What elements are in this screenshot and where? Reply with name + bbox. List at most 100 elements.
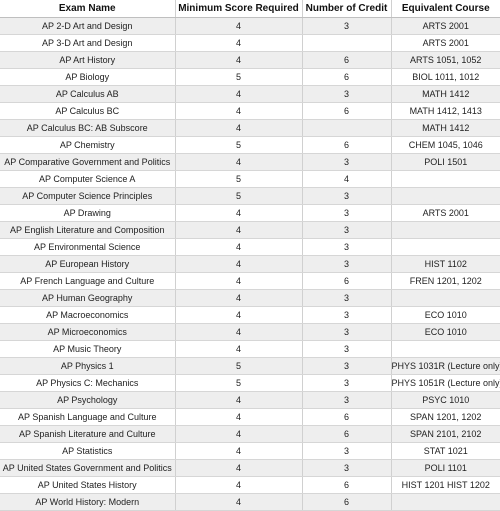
exam-name-cell: AP Comparative Government and Politics <box>0 153 176 171</box>
equivalent-course-cell: PHYS 1031R (Lecture only) <box>391 357 500 375</box>
minimum-score-cell: 4 <box>175 204 303 222</box>
credit-cell: 3 <box>302 306 392 324</box>
equivalent-course-cell: SPAN 2101, 2102 <box>391 425 500 443</box>
equivalent-course-cell <box>391 187 500 205</box>
exam-name-cell: AP Art History <box>0 51 176 69</box>
exam-name-cell: AP Physics C: Mechanics <box>0 374 176 392</box>
header-equivalent-course: Equivalent Course <box>391 0 500 18</box>
exam-name-cell: AP Physics 1 <box>0 357 176 375</box>
table-row: AP Comparative Government and Politics 4 3… <box>0 153 500 171</box>
table-row: AP Psychology 4 3 PSYC 1010 <box>0 391 500 409</box>
equivalent-course-cell <box>391 238 500 256</box>
equivalent-course-cell <box>391 340 500 358</box>
credit-cell <box>302 34 392 52</box>
minimum-score-cell: 4 <box>175 272 303 290</box>
minimum-score-cell: 4 <box>175 459 303 477</box>
exam-name-cell: AP Calculus BC: AB Subscore <box>0 119 176 137</box>
table-row: AP 3-D Art and Design 4 ARTS 2001 <box>0 34 500 52</box>
equivalent-course-cell: CHEM 1045, 1046 <box>391 136 500 154</box>
header-row: Exam Name Minimum Score Required Number … <box>0 0 500 18</box>
table-row: AP Calculus AB 4 3 MATH 1412 <box>0 85 500 103</box>
minimum-score-cell: 4 <box>175 255 303 273</box>
exam-name-cell: AP Calculus AB <box>0 85 176 103</box>
header-minimum-score: Minimum Score Required <box>175 0 303 18</box>
table-row: AP Statistics 4 3 STAT 1021 <box>0 442 500 460</box>
table-row: AP Human Geography 4 3 <box>0 289 500 307</box>
table-row: AP English Literature and Composition 4 3 <box>0 221 500 239</box>
credit-cell <box>302 119 392 137</box>
credit-cell: 6 <box>302 136 392 154</box>
exam-name-cell: AP Microeconomics <box>0 323 176 341</box>
exam-name-cell: AP Spanish Literature and Culture <box>0 425 176 443</box>
table-row: AP Physics 1 5 3 PHYS 1031R (Lecture only) <box>0 357 500 375</box>
table-body: AP 2-D Art and Design 4 3 ARTS 2001 AP 3-D A… <box>0 17 500 511</box>
table-row: AP Environmental Science 4 3 <box>0 238 500 256</box>
minimum-score-cell: 4 <box>175 85 303 103</box>
equivalent-course-cell: ARTS 2001 <box>391 204 500 222</box>
table-row: AP Macroeconomics 4 3 ECO 1010 <box>0 306 500 324</box>
minimum-score-cell: 4 <box>175 17 303 35</box>
minimum-score-cell: 4 <box>175 102 303 120</box>
table-row: AP Music Theory 4 3 <box>0 340 500 358</box>
credit-cell: 3 <box>302 85 392 103</box>
credit-cell: 6 <box>302 272 392 290</box>
equivalent-course-cell: STAT 1021 <box>391 442 500 460</box>
table-row: AP Art History 4 6 ARTS 1051, 1052 <box>0 51 500 69</box>
header-number-of-credit: Number of Credit <box>302 0 392 18</box>
equivalent-course-cell: PSYC 1010 <box>391 391 500 409</box>
minimum-score-cell: 4 <box>175 119 303 137</box>
table-row: AP Calculus BC: AB Subscore 4 MATH 1412 <box>0 119 500 137</box>
exam-name-cell: AP 2-D Art and Design <box>0 17 176 35</box>
table-row: AP Chemistry 5 6 CHEM 1045, 1046 <box>0 136 500 154</box>
minimum-score-cell: 4 <box>175 289 303 307</box>
exam-name-cell: AP Environmental Science <box>0 238 176 256</box>
equivalent-course-cell <box>391 170 500 188</box>
credit-cell: 3 <box>302 391 392 409</box>
exam-name-cell: AP World History: Modern <box>0 493 176 511</box>
table-row: AP Drawing 4 3 ARTS 2001 <box>0 204 500 222</box>
minimum-score-cell: 4 <box>175 340 303 358</box>
equivalent-course-cell: POLI 1101 <box>391 459 500 477</box>
credit-cell: 6 <box>302 493 392 511</box>
equivalent-course-cell: ARTS 2001 <box>391 17 500 35</box>
table-row: AP Biology 5 6 BIOL 1011, 1012 <box>0 68 500 86</box>
credit-cell: 3 <box>302 255 392 273</box>
credit-cell: 3 <box>302 17 392 35</box>
table-row: AP United States History 4 6 HIST 1201 HIST… <box>0 476 500 494</box>
table-row: AP 2-D Art and Design 4 3 ARTS 2001 <box>0 17 500 35</box>
table-row: AP Physics C: Mechanics 5 3 PHYS 1051R (Lec… <box>0 374 500 392</box>
exam-name-cell: AP Computer Science A <box>0 170 176 188</box>
minimum-score-cell: 5 <box>175 374 303 392</box>
credit-cell: 3 <box>302 289 392 307</box>
exam-name-cell: AP Human Geography <box>0 289 176 307</box>
minimum-score-cell: 4 <box>175 408 303 426</box>
equivalent-course-cell: MATH 1412, 1413 <box>391 102 500 120</box>
credit-cell: 3 <box>302 442 392 460</box>
exam-name-cell: AP Statistics <box>0 442 176 460</box>
minimum-score-cell: 4 <box>175 476 303 494</box>
credit-cell: 6 <box>302 68 392 86</box>
minimum-score-cell: 4 <box>175 442 303 460</box>
table-row: AP Spanish Language and Culture 4 6 SPAN 12… <box>0 408 500 426</box>
equivalent-course-cell: ARTS 2001 <box>391 34 500 52</box>
credit-cell: 3 <box>302 340 392 358</box>
exam-name-cell: AP Calculus BC <box>0 102 176 120</box>
equivalent-course-cell: ECO 1010 <box>391 306 500 324</box>
exam-name-cell: AP Psychology <box>0 391 176 409</box>
table-row: AP Calculus BC 4 6 MATH 1412, 1413 <box>0 102 500 120</box>
equivalent-course-cell: FREN 1201, 1202 <box>391 272 500 290</box>
table-row: AP United States Government and Politics… <box>0 459 500 477</box>
credit-cell: 3 <box>302 374 392 392</box>
credit-cell: 3 <box>302 238 392 256</box>
credit-cell: 3 <box>302 357 392 375</box>
equivalent-course-cell <box>391 493 500 511</box>
equivalent-course-cell <box>391 221 500 239</box>
table-row: AP Spanish Literature and Culture 4 6 SPAN … <box>0 425 500 443</box>
credit-cell: 3 <box>302 204 392 222</box>
exam-name-cell: AP Spanish Language and Culture <box>0 408 176 426</box>
table-row: AP Computer Science Principles 5 3 <box>0 187 500 205</box>
minimum-score-cell: 4 <box>175 493 303 511</box>
minimum-score-cell: 4 <box>175 34 303 52</box>
